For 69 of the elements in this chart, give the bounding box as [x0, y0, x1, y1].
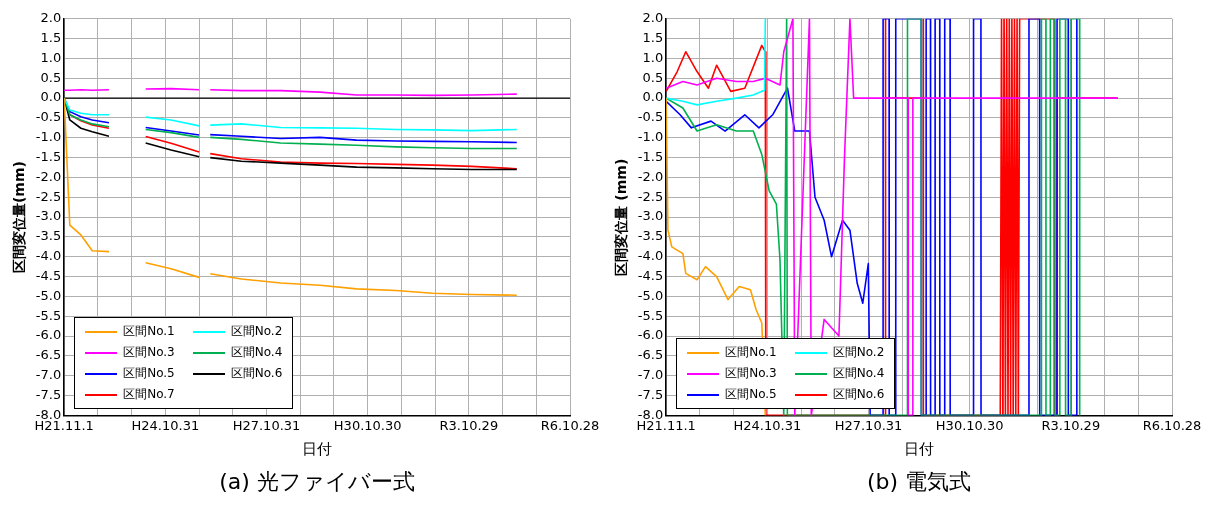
y-axis-title: 区間変位量 (mm) [613, 158, 630, 276]
y-tick-label: -5.5 [35, 307, 62, 323]
y-tick-label: 2.0 [40, 10, 62, 26]
y-tick-label: -1.5 [637, 148, 664, 164]
legend-label: 区間No.4 [832, 365, 885, 383]
x-tick-label: H27.10.31 [834, 417, 903, 433]
x-tick-label: R6.10.28 [540, 417, 600, 433]
x-tick-label: R3.10.29 [1041, 417, 1101, 433]
legend-label: 区間No.3 [725, 365, 777, 383]
y-tick-label: 1.5 [40, 30, 62, 45]
legend-label: 区間No.2 [832, 344, 885, 362]
y-tick-label: -7.0 [637, 367, 664, 383]
y-tick-label: -5.0 [35, 287, 62, 303]
y-tick-label: -2.0 [637, 168, 664, 184]
y-tick-label: -4.0 [637, 248, 664, 264]
y-tick-label: -0.5 [35, 109, 62, 125]
y-tick-label: -3.0 [637, 208, 664, 224]
legend-label: 区間No.4 [230, 344, 283, 362]
y-tick-label: 0.0 [642, 89, 664, 105]
legend-label: 区間No.5 [725, 386, 777, 404]
y-tick-label: 1.5 [642, 30, 664, 45]
y-tick-label: -2.5 [637, 188, 664, 204]
text: (a) 光ファイバー式 [218, 468, 416, 496]
legend-label: 区間No.7 [123, 386, 175, 404]
x-tick-label: H24.10.31 [733, 417, 802, 433]
legend-label: 区間No.1 [123, 323, 175, 341]
y-axis-title: 区間変位量(mm) [11, 161, 28, 274]
y-tick-label: 0.5 [40, 69, 62, 85]
y-tick-label: -3.5 [637, 228, 664, 244]
y-tick-label: -7.0 [35, 367, 62, 383]
y-tick-label: -0.5 [637, 109, 664, 125]
x-tick-label: R6.10.28 [1142, 417, 1202, 433]
y-tick-label: -4.0 [35, 248, 62, 264]
y-tick-label: -4.5 [637, 267, 664, 283]
legend-label: 区間No.1 [725, 344, 777, 362]
legend-label: 区間No.2 [230, 323, 283, 341]
legend-label: 区間No.5 [123, 365, 175, 383]
x-axis-title: 日付 [302, 439, 333, 458]
y-tick-label: -2.5 [35, 188, 62, 204]
y-tick-label: -1.5 [35, 148, 62, 164]
y-tick-label: 1.0 [642, 49, 664, 65]
y-tick-label: 0.0 [40, 89, 62, 105]
text: (b) 電気式 [866, 468, 973, 496]
x-tick-label: R3.10.29 [439, 417, 499, 433]
x-tick-label: H30.10.30 [935, 417, 1004, 433]
y-tick-label: -7.5 [637, 386, 664, 402]
y-tick-label: -5.0 [637, 287, 664, 303]
y-tick-label: -6.0 [637, 327, 664, 343]
legend-label: 区間No.6 [832, 386, 885, 404]
y-tick-label: -3.0 [35, 208, 62, 224]
y-tick-label: -6.5 [35, 347, 62, 363]
x-axis-title: 日付 [904, 439, 935, 458]
x-tick-label: H30.10.30 [333, 417, 402, 433]
x-tick-label: H24.10.31 [131, 417, 200, 433]
y-tick-label: -7.5 [35, 386, 62, 402]
y-tick-label: -3.5 [35, 228, 62, 244]
legend-label: 区間No.6 [230, 365, 283, 383]
legend-label: 区間No.3 [123, 344, 175, 362]
y-tick-label: 0.5 [642, 69, 664, 85]
y-tick-label: -2.0 [35, 168, 62, 184]
y-tick-label: -1.0 [35, 129, 62, 145]
y-tick-label: -5.5 [637, 307, 664, 323]
y-tick-label: -6.0 [35, 327, 62, 343]
y-tick-label: 2.0 [642, 10, 664, 26]
y-tick-label: 1.0 [40, 49, 62, 65]
x-tick-label: H27.10.31 [232, 417, 301, 433]
y-tick-label: -6.5 [637, 347, 664, 363]
y-tick-label: -4.5 [35, 267, 62, 283]
y-tick-label: -1.0 [637, 129, 664, 145]
